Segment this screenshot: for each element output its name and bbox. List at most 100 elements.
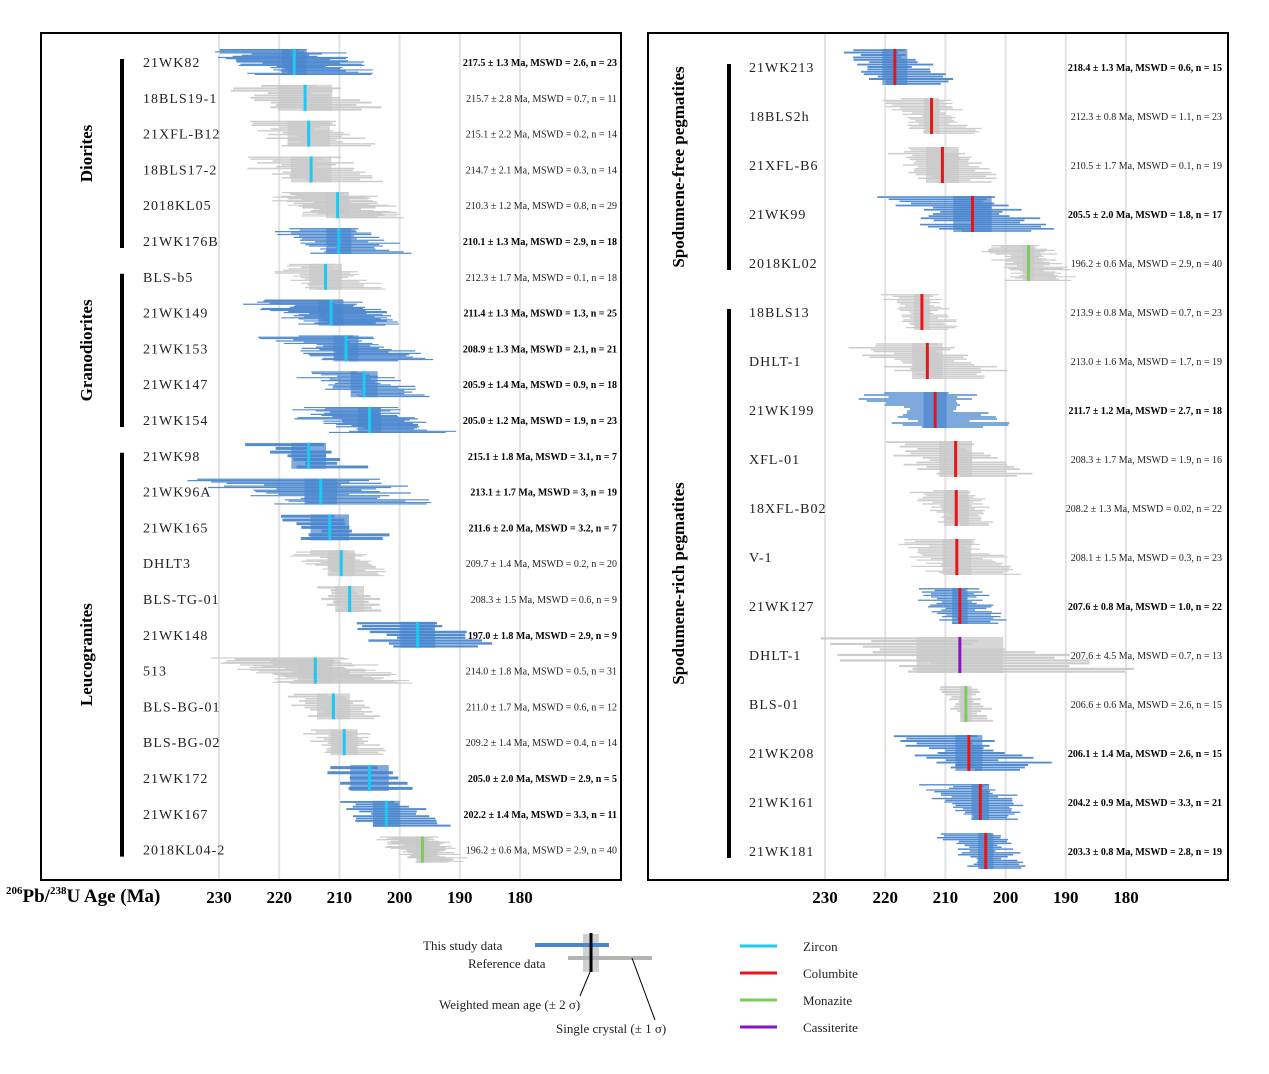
group-label: Spodumene-rich pegmatites	[669, 482, 688, 685]
sample-label: BLS-b5	[143, 271, 193, 286]
sample-age-stats: 215.1 ± 1.8 Ma, MSWD = 3.1, n = 7	[468, 452, 617, 463]
sample-21xfl-b12: 21XFL-B12 215.1 ± 2.2 Ma, MSWD = 0.2, n =…	[143, 120, 617, 147]
sample-21wk176b: 21WK176B 210.1 ± 1.3 Ma, MSWD = 2.9, n = …	[143, 228, 617, 254]
sample-21wk98: 21WK98 215.1 ± 1.8 Ma, MSWD = 3.1, n = 7	[143, 442, 617, 469]
sample-label: 21WK167	[143, 808, 208, 823]
sample-21wk199: 21WK199 211.7 ± 1.2 Ma, MSWD = 2.7, n = 1…	[749, 392, 1222, 428]
sample-label: XFL-01	[749, 453, 800, 468]
legend-label-columbite: Columbite	[803, 966, 858, 981]
legend-single-crystal-label: Single crystal (± 1 σ)	[556, 1021, 666, 1036]
sample-label: BLS-01	[749, 698, 799, 713]
sample-age-stats: 196.2 ± 0.6 Ma, MSWD = 2.9, n = 40	[1071, 259, 1222, 270]
x-tick-label: 190	[1053, 888, 1079, 907]
legend-reference-label: Reference data	[468, 956, 546, 971]
sample-age-stats: 211.6 ± 2.0 Ma, MSWD = 3.2, n = 7	[468, 523, 617, 534]
legend-label-cassiterite: Cassiterite	[803, 1020, 858, 1035]
legend-pointer-mean	[579, 971, 591, 997]
group-label: Leucogranites	[77, 603, 96, 706]
right-panel: 21WK213 218.4 ± 1.3 Ma, MSWD = 0.6, n = 1…	[647, 32, 1229, 881]
sample-21wk153: 21WK153 208.9 ± 1.3 Ma, MSWD = 2.1, n = 2…	[143, 335, 617, 362]
x-axis-ticks: 230 220 210 200 190 180 230 220 210 200 190 180	[206, 888, 1139, 907]
sample-label: BLS-BG-01	[143, 700, 220, 715]
sample-age-stats: 214.7 ± 2.1 Ma, MSWD = 0.3, n = 14	[466, 165, 617, 176]
sample-bls-tg-01: BLS-TG-01 208.3 ± 1.5 Ma, MSWD = 0.6, n =…	[143, 586, 617, 612]
sample-18bls17-2: 18BLS17-2 214.7 ± 2.1 Ma, MSWD = 0.3, n =…	[143, 156, 617, 183]
sample-age-stats: 212.3 ± 1.7 Ma, MSWD = 0.1, n = 18	[466, 273, 617, 284]
sample-21wk165: 21WK165 211.6 ± 2.0 Ma, MSWD = 3.2, n = 7	[143, 514, 617, 541]
sample-age-stats: 212.3 ± 0.8 Ma, MSWD = 1.1, n = 23	[1071, 112, 1222, 123]
sample-label: 21WK149	[143, 307, 208, 322]
sample-age-stats: 209.2 ± 1.4 Ma, MSWD = 0.4, n = 14	[466, 738, 617, 749]
sample-513: 513 214.0 ± 1.8 Ma, MSWD = 0.5, n = 31	[143, 657, 617, 684]
sample-21wk181: 21WK181 203.3 ± 0.8 Ma, MSWD = 2.8, n = 1…	[749, 833, 1222, 869]
sample-age-stats: 215.7 ± 2.8 Ma, MSWD = 0.7, n = 11	[466, 94, 617, 105]
sample-age-stats: 207.6 ± 4.5 Ma, MSWD = 0.7, n = 13	[1071, 651, 1222, 662]
legend-label-monazite: Monazite	[803, 993, 852, 1008]
sample-age-stats: 205.0 ± 1.2 Ma, MSWD = 1.9, n = 23	[463, 416, 617, 427]
sample-label: 21WK98	[143, 450, 200, 465]
sample-label: 21WK208	[749, 747, 814, 762]
sample-age-stats: 196.2 ± 0.6 Ma, MSWD = 2.9, n = 40	[466, 846, 617, 857]
sample-label: 21WK154	[143, 414, 208, 429]
sample-label: 21XFL-B6	[749, 159, 818, 174]
sample-2018kl02: 2018KL02 196.2 ± 0.6 Ma, MSWD = 2.9, n = …	[749, 245, 1222, 281]
sample-21wk99: 21WK99 205.5 ± 2.0 Ma, MSWD = 1.8, n = 17	[749, 196, 1222, 232]
sample-label: 21WK199	[749, 404, 814, 419]
sample-age-stats: 213.1 ± 1.7 Ma, MSWD = 3, n = 19	[470, 488, 617, 499]
sample-age-stats: 218.4 ± 1.3 Ma, MSWD = 0.6, n = 15	[1068, 63, 1222, 74]
sample-age-stats: 217.5 ± 1.3 Ma, MSWD = 2.6, n = 23	[463, 58, 617, 69]
sample-age-stats: 205.0 ± 2.0 Ma, MSWD = 2.9, n = 5	[468, 774, 617, 785]
sample-label: 21WK147	[143, 378, 208, 393]
legend-minerals: Zircon Columbite Monazite Cassiterite	[740, 939, 858, 1035]
sample-label: 21WK148	[143, 629, 208, 644]
sample-label: 21XFL-B12	[143, 128, 220, 143]
sample-age-stats: 211.4 ± 1.3 Ma, MSWD = 1.3, n = 25	[463, 309, 617, 320]
sample-age-stats: 215.1 ± 2.2 Ma, MSWD = 0.2, n = 14	[466, 130, 617, 141]
sample-label: 18XFL-B02	[749, 502, 826, 517]
sample-21wk147: 21WK147 205.9 ± 1.4 Ma, MSWD = 0.9, n = 1…	[143, 371, 617, 398]
sample-dhlt-1: DHLT-1 213.0 ± 1.6 Ma, MSWD = 1.7, n = 19	[749, 343, 1222, 379]
x-tick-label: 200	[387, 888, 413, 907]
legend-data-type: This study data Reference data Weighted …	[423, 933, 666, 1036]
sample-label: 18BLS13	[749, 306, 810, 321]
sample-21xfl-b6: 21XFL-B6 210.5 ± 1.7 Ma, MSWD = 0.1, n = …	[749, 147, 1222, 183]
sample-age-stats: 211.0 ± 1.7 Ma, MSWD = 0.6, n = 12	[466, 702, 617, 713]
group-label: Spodumene-free pegmatites	[669, 66, 688, 268]
sample-age-stats: 211.7 ± 1.2 Ma, MSWD = 2.7, n = 18	[1068, 406, 1222, 417]
sample-label: DHLT3	[143, 557, 191, 572]
sample-21wk149: 21WK149 211.4 ± 1.3 Ma, MSWD = 1.3, n = 2…	[143, 299, 617, 326]
legend-label-zircon: Zircon	[803, 939, 838, 954]
sample-label: 21WK165	[143, 521, 208, 536]
sample-2018kl05: 2018KL05 210.3 ± 1.2 Ma, MSWD = 0.8, n = …	[143, 192, 617, 219]
sample-label: 21WK213	[749, 61, 814, 76]
sample-18bls13: 18BLS13 213.9 ± 0.8 Ma, MSWD = 0.7, n = 2…	[749, 294, 1222, 330]
sample-age-stats: 214.0 ± 1.8 Ma, MSWD = 0.5, n = 31	[466, 667, 617, 678]
sample-age-stats: 208.3 ± 1.5 Ma, MSWD = 0.6, n = 9	[471, 595, 617, 606]
x-tick-label: 210	[327, 888, 353, 907]
sample-bls-01: BLS-01 206.6 ± 0.6 Ma, MSWD = 2.6, n = 15	[749, 686, 1222, 722]
sample-label: 18BLS19-1	[143, 92, 217, 107]
sample-label: 513	[143, 665, 167, 680]
x-tick-label: 230	[206, 888, 232, 907]
sample-21wk96a: 21WK96A 213.1 ± 1.7 Ma, MSWD = 3, n = 19	[143, 478, 617, 505]
sample-21wk208: 21WK208 206.1 ± 1.4 Ma, MSWD = 2.6, n = 1…	[749, 735, 1222, 771]
sample-age-stats: 208.2 ± 1.3 Ma, MSWD = 0.02, n = 22	[1066, 504, 1222, 515]
sample-age-stats: 208.9 ± 1.3 Ma, MSWD = 2.1, n = 21	[463, 344, 617, 355]
sample-label: 2018KL05	[143, 199, 212, 214]
sample-bls-b5: BLS-b5 212.3 ± 1.7 Ma, MSWD = 0.1, n = 18	[143, 263, 617, 290]
sample-age-stats: 210.3 ± 1.2 Ma, MSWD = 0.8, n = 29	[466, 201, 617, 212]
legend-pointer-crystal	[631, 957, 656, 1021]
sample-18bls19-1: 18BLS19-1 215.7 ± 2.8 Ma, MSWD = 0.7, n =…	[143, 84, 617, 111]
sample-label: DHLT-1	[749, 649, 801, 664]
sample-label: 18BLS2h	[749, 110, 810, 125]
sample-age-stats: 206.6 ± 0.6 Ma, MSWD = 2.6, n = 15	[1071, 700, 1222, 711]
sample-age-stats: 206.1 ± 1.4 Ma, MSWD = 2.6, n = 15	[1068, 749, 1222, 760]
sample-label: 18BLS17-2	[143, 163, 217, 178]
sample-age-stats: 197.0 ± 1.8 Ma, MSWD = 2.9, n = 9	[468, 631, 617, 642]
group-label: Granodiorites	[77, 299, 96, 401]
x-axis-title: 206Pb/238U Age (Ma)	[6, 885, 160, 907]
sample-label: 21WK176B	[143, 235, 219, 250]
sample-label: 21WK172	[143, 772, 208, 787]
sample-label: 21WK96A	[143, 486, 211, 501]
left-panel: 21WK82 217.5 ± 1.3 Ma, MSWD = 2.6, n = 23…	[40, 32, 622, 881]
